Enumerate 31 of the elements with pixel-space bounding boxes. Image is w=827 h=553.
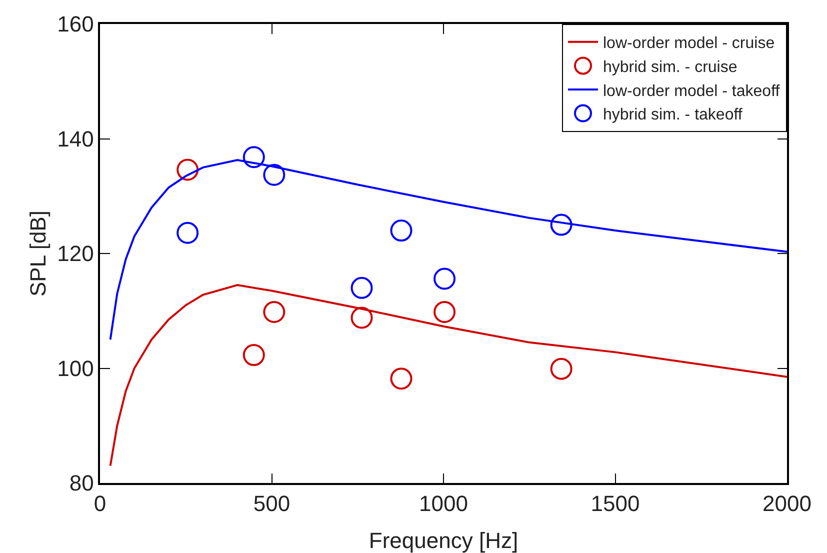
y-tick-label: 160	[57, 12, 94, 37]
y-tick-label: 120	[57, 241, 94, 266]
point	[434, 268, 456, 290]
point	[242, 344, 265, 366]
x-tick-label: 0	[94, 491, 106, 516]
legend-label: hybrid sim. - takeoff	[603, 106, 743, 124]
x-tick-label: 1500	[590, 491, 640, 516]
x-tick-label: 2000	[762, 491, 812, 516]
legend-label: low-order model - cruise	[603, 35, 775, 52]
point	[390, 220, 412, 242]
y-tick-label: 100	[57, 356, 94, 381]
point	[550, 358, 572, 380]
line-series	[109, 284, 787, 467]
point	[350, 306, 373, 329]
point	[350, 276, 373, 299]
point	[176, 158, 199, 181]
point	[242, 146, 265, 168]
point	[390, 368, 412, 390]
legend-label: hybrid sim. - cruise	[603, 58, 738, 76]
y-tick-label: 80	[69, 470, 94, 496]
point	[263, 301, 286, 324]
point	[550, 214, 572, 236]
y-tick-label: 140	[57, 126, 94, 152]
point	[176, 222, 199, 244]
point	[263, 164, 286, 186]
x-tick-label: 500	[253, 491, 290, 516]
legend-label: low-order model - takeoff	[603, 82, 780, 100]
y-axis-title: SPL [dB]	[26, 210, 50, 297]
x-tick-label: 1000	[419, 491, 468, 516]
point	[434, 301, 456, 324]
x-axis-title: Frequency [Hz]	[368, 528, 518, 553]
